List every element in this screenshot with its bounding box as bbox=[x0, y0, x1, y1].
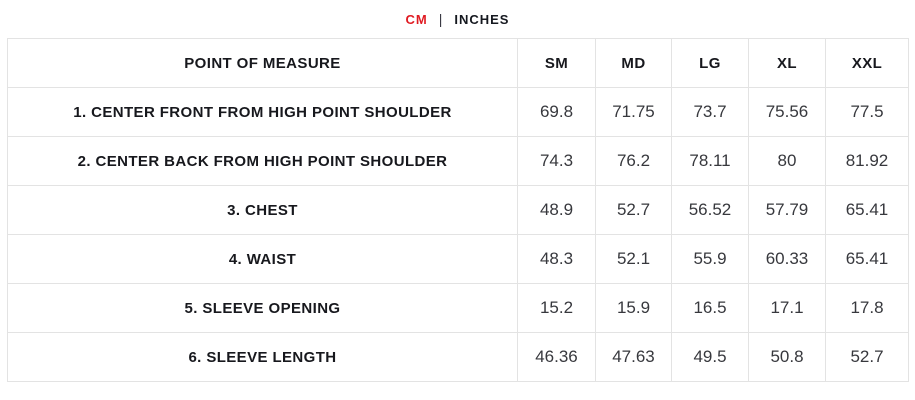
table-row: 2. CENTER BACK FROM HIGH POINT SHOULDER 7… bbox=[7, 136, 909, 186]
measurement-value: 49.5 bbox=[671, 332, 749, 382]
measurement-value: 52.7 bbox=[825, 332, 909, 382]
measurement-value: 65.41 bbox=[825, 185, 909, 235]
row-label: 1. CENTER FRONT FROM HIGH POINT SHOULDER bbox=[7, 87, 518, 137]
row-label: 4. WAIST bbox=[7, 234, 518, 284]
measurement-value: 15.9 bbox=[595, 283, 672, 333]
measurement-value: 48.9 bbox=[517, 185, 596, 235]
measurement-value: 69.8 bbox=[517, 87, 596, 137]
measurement-value: 16.5 bbox=[671, 283, 749, 333]
measurement-value: 15.2 bbox=[517, 283, 596, 333]
measurement-value: 17.1 bbox=[748, 283, 826, 333]
column-header-md: MD bbox=[595, 38, 672, 88]
measurement-value: 74.3 bbox=[517, 136, 596, 186]
measurement-value: 46.36 bbox=[517, 332, 596, 382]
measurement-value: 81.92 bbox=[825, 136, 909, 186]
row-label: 5. SLEEVE OPENING bbox=[7, 283, 518, 333]
measurement-value: 47.63 bbox=[595, 332, 672, 382]
unit-inches-button[interactable]: INCHES bbox=[454, 11, 510, 27]
row-label: 6. SLEEVE LENGTH bbox=[7, 332, 518, 382]
measurement-value: 52.7 bbox=[595, 185, 672, 235]
row-label: 3. CHEST bbox=[7, 185, 518, 235]
unit-cm-button[interactable]: CM bbox=[405, 11, 428, 27]
measurement-value: 55.9 bbox=[671, 234, 749, 284]
header-row: POINT OF MEASURE SM MD LG XL XXL bbox=[7, 38, 909, 88]
unit-separator: | bbox=[438, 11, 444, 27]
measurement-value: 17.8 bbox=[825, 283, 909, 333]
measurement-value: 50.8 bbox=[748, 332, 826, 382]
measurement-value: 56.52 bbox=[671, 185, 749, 235]
measurement-value: 78.11 bbox=[671, 136, 749, 186]
measurement-value: 76.2 bbox=[595, 136, 672, 186]
measurement-value: 57.79 bbox=[748, 185, 826, 235]
table-row: 3. CHEST 48.9 52.7 56.52 57.79 65.41 bbox=[7, 185, 909, 235]
size-chart-header: POINT OF MEASURE SM MD LG XL XXL bbox=[7, 38, 909, 88]
column-header-xxl: XXL bbox=[825, 38, 909, 88]
row-label: 2. CENTER BACK FROM HIGH POINT SHOULDER bbox=[7, 136, 518, 186]
table-row: 5. SLEEVE OPENING 15.2 15.9 16.5 17.1 17.8 bbox=[7, 283, 909, 333]
column-header-point-of-measure: POINT OF MEASURE bbox=[7, 38, 518, 88]
unit-toggle: CM | INCHES bbox=[0, 0, 915, 28]
measurement-value: 80 bbox=[748, 136, 826, 186]
measurement-value: 77.5 bbox=[825, 87, 909, 137]
measurement-value: 65.41 bbox=[825, 234, 909, 284]
column-header-lg: LG bbox=[671, 38, 749, 88]
size-chart-table: POINT OF MEASURE SM MD LG XL XXL 1. CENTER FR… bbox=[7, 38, 909, 382]
measurement-value: 48.3 bbox=[517, 234, 596, 284]
size-chart-body: 1. CENTER FRONT FROM HIGH POINT SHOULDER… bbox=[7, 87, 909, 382]
table-row: 4. WAIST 48.3 52.1 55.9 60.33 65.41 bbox=[7, 234, 909, 284]
column-header-xl: XL bbox=[748, 38, 826, 88]
table-row: 1. CENTER FRONT FROM HIGH POINT SHOULDER… bbox=[7, 87, 909, 137]
measurement-value: 71.75 bbox=[595, 87, 672, 137]
measurement-value: 52.1 bbox=[595, 234, 672, 284]
table-row: 6. SLEEVE LENGTH 46.36 47.63 49.5 50.8 52.7 bbox=[7, 332, 909, 382]
measurement-value: 75.56 bbox=[748, 87, 826, 137]
column-header-sm: SM bbox=[517, 38, 596, 88]
measurement-value: 60.33 bbox=[748, 234, 826, 284]
measurement-value: 73.7 bbox=[671, 87, 749, 137]
